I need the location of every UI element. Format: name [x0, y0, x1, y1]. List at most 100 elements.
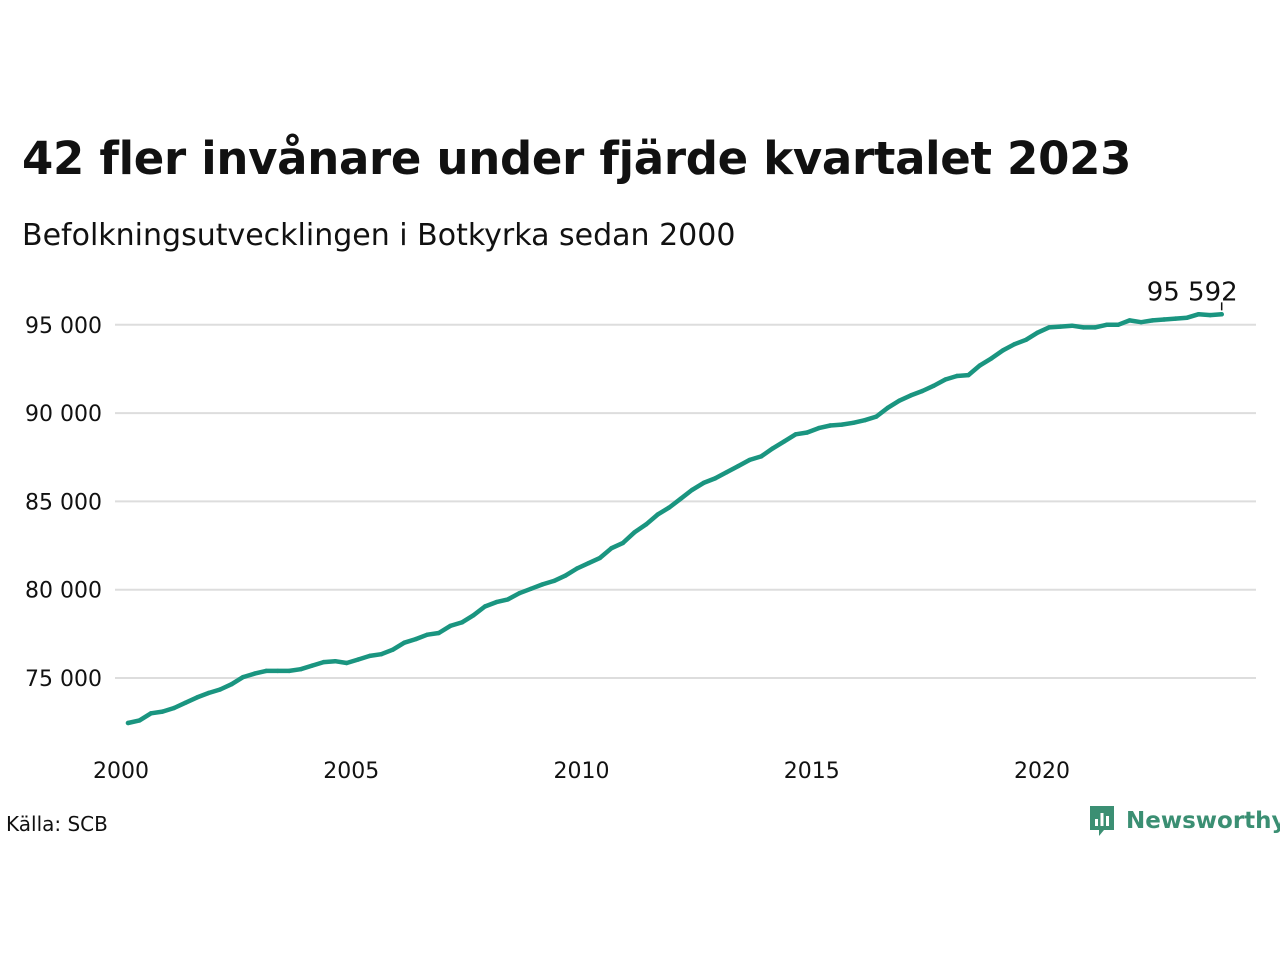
data-point: [759, 454, 764, 459]
series-line: [125, 311, 1224, 726]
chart-title: 42 fler invånare under fjärde kvartalet …: [22, 132, 1132, 185]
data-point: [793, 432, 798, 437]
data-point: [678, 496, 683, 501]
data-point: [851, 420, 856, 425]
data-point: [263, 668, 269, 674]
data-point: [1138, 320, 1144, 325]
data-point: [1219, 312, 1224, 317]
newsworthy-logo-icon: [1090, 806, 1114, 836]
y-axis: 75 000 80 000 85 000 90 000 95 000: [25, 314, 102, 692]
data-point: [1104, 322, 1109, 327]
data-point: [160, 709, 165, 714]
data-point: [310, 663, 315, 668]
data-point: [954, 373, 960, 379]
data-point: [724, 470, 729, 475]
data-point: [356, 657, 361, 662]
data-point: [609, 546, 614, 551]
data-point: [782, 439, 787, 444]
x-axis: 2000 2005 2010 2015 2020: [93, 759, 1070, 784]
data-point: [1115, 322, 1121, 327]
data-point: [1173, 316, 1178, 321]
data-point: [943, 377, 948, 382]
data-point: [701, 480, 706, 486]
brand-logo: Newsworthy: [1088, 804, 1280, 838]
data-point: [528, 586, 534, 591]
data-point: [517, 591, 522, 596]
data-point: [1161, 317, 1167, 322]
data-point: [632, 530, 637, 535]
x-tick-label: 2015: [784, 759, 840, 784]
data-point: [931, 383, 937, 388]
data-point: [471, 613, 476, 618]
data-point: [390, 647, 395, 652]
data-point: [217, 687, 223, 692]
data-point: [505, 597, 511, 602]
data-point: [1000, 348, 1006, 353]
data-point: [1208, 312, 1213, 318]
data-point: [194, 695, 200, 700]
end-value-label: 95 592: [1147, 277, 1238, 307]
data-point: [574, 566, 580, 571]
data-point: [240, 674, 246, 680]
data-point: [1069, 323, 1075, 328]
data-point: [1012, 342, 1017, 347]
data-point: [770, 446, 775, 451]
data-point: [1058, 324, 1063, 329]
x-tick-label: 2020: [1014, 759, 1070, 784]
data-point: [183, 700, 188, 705]
x-tick-label: 2010: [554, 759, 610, 784]
data-point: [1150, 318, 1155, 323]
data-point: [736, 463, 741, 469]
data-point: [747, 457, 752, 463]
data-point: [333, 659, 338, 664]
data-point: [977, 363, 983, 368]
data-point: [1196, 312, 1201, 317]
data-point: [229, 682, 234, 687]
data-point: [586, 561, 591, 566]
data-point: [816, 425, 821, 431]
data-point: [252, 671, 257, 676]
data-point: [966, 372, 971, 378]
data-point: [597, 555, 603, 561]
data-point: [413, 636, 418, 642]
data-point: [908, 393, 913, 398]
data-point: [321, 659, 326, 665]
y-tick-label: 85 000: [25, 490, 102, 515]
data-point: [620, 540, 626, 546]
data-point: [563, 573, 568, 578]
data-point: [689, 487, 695, 493]
y-tick-label: 95 000: [25, 314, 102, 339]
data-point: [425, 632, 430, 637]
data-point: [839, 422, 844, 427]
data-point: [712, 476, 718, 481]
source-note: Källa: SCB: [6, 812, 108, 836]
data-point: [989, 356, 994, 361]
grid-lines: [115, 323, 1256, 679]
x-tick-label: 2005: [323, 759, 379, 784]
data-point: [379, 652, 384, 657]
data-point: [666, 505, 672, 510]
data-point: [1127, 318, 1132, 323]
y-tick-label: 75 000: [25, 667, 102, 692]
data-point: [551, 578, 557, 584]
data-point: [436, 630, 441, 636]
data-point: [1035, 330, 1040, 335]
data-point: [1081, 325, 1086, 330]
data-point: [897, 398, 902, 403]
data-point: [805, 430, 810, 435]
data-point: [125, 720, 131, 726]
brand-name: Newsworthy: [1126, 808, 1280, 834]
data-point: [655, 512, 660, 517]
data-point: [920, 388, 925, 394]
data-point: [402, 640, 407, 645]
data-point: [448, 623, 453, 629]
data-point: [1023, 337, 1029, 342]
data-point: [275, 668, 280, 674]
chart-subtitle: Befolkningsutvecklingen i Botkyrka sedan…: [22, 218, 736, 253]
data-point: [206, 690, 211, 696]
data-point: [459, 620, 465, 625]
data-point: [298, 667, 303, 672]
data-point: [1092, 325, 1098, 330]
data-point: [287, 668, 292, 674]
